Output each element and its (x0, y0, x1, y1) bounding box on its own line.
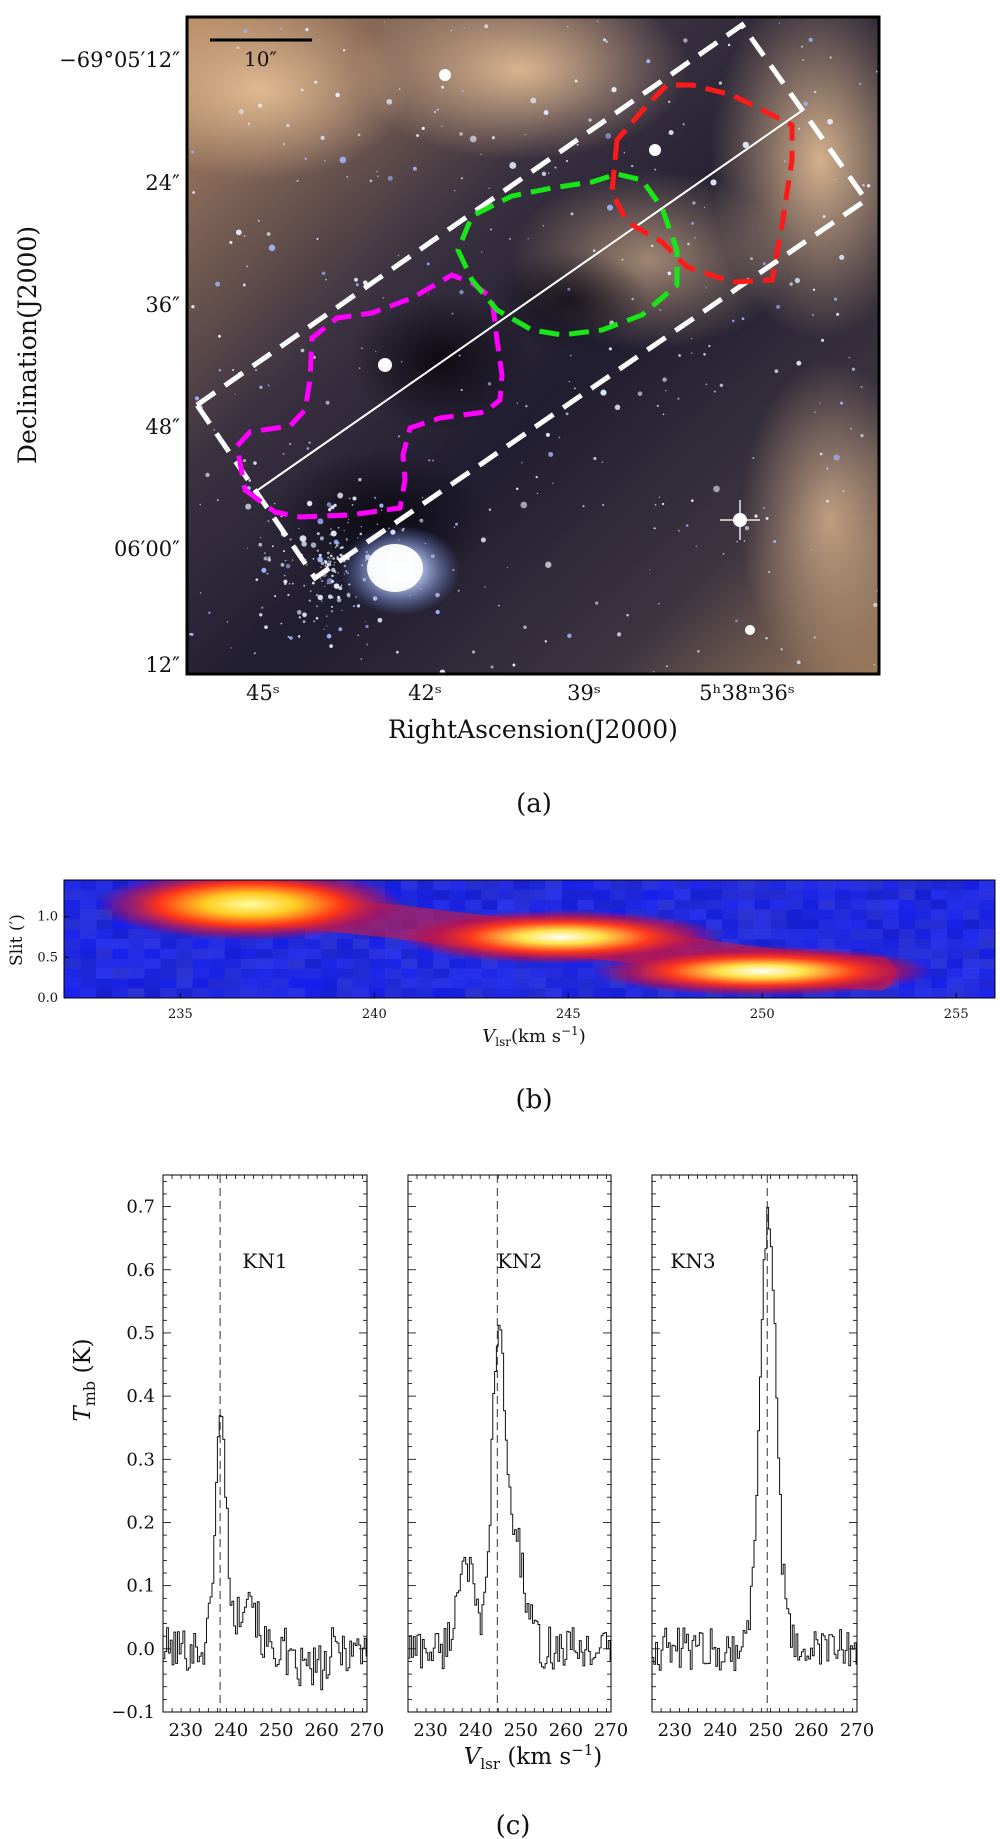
x-tick-label: 240 (703, 1720, 737, 1741)
y-tick-label: 0.5 (37, 950, 58, 965)
panel-b: 235 240 245 250 255 0.0 0.5 1.0 Slit (′) Vlsr(k… (7, 879, 996, 1115)
x-tick-label: 235 (168, 1007, 193, 1022)
ra-tick-label: 42ˢ (408, 681, 442, 705)
panel-a-ylabel: Declination(J2000) (13, 226, 42, 464)
dec-tick-label: 48″ (145, 415, 180, 439)
y-tick-label: −0.1 (111, 1702, 155, 1723)
panel-a-caption: (a) (516, 789, 552, 819)
ra-axis: 45ˢ 42ˢ 39ˢ 5ʰ38ᵐ36ˢ (246, 681, 795, 705)
x-tick-label: 230 (168, 1720, 202, 1741)
ra-tick-label: 5ʰ38ᵐ36ˢ (699, 681, 795, 705)
panel-b-ylabel: Slit (′) (7, 914, 27, 966)
heatmap-frame (63, 879, 996, 999)
x-tick-label: 245 (556, 1007, 581, 1022)
y-tick-label: 0.2 (126, 1512, 155, 1533)
x-tick-label: 270 (840, 1720, 874, 1741)
x-tick-label: 240 (214, 1720, 248, 1741)
pv-heatmap (64, 880, 995, 998)
star-field (189, 18, 879, 674)
x-tick-label: 250 (750, 1007, 775, 1022)
panel-a-xlabel: RightAscension(J2000) (388, 715, 678, 744)
series-label: KN1 (242, 1249, 287, 1273)
x-tick-label: 230 (658, 1720, 692, 1741)
x-tick-label: 240 (458, 1720, 492, 1741)
y-tick-label: 0.0 (37, 991, 58, 1006)
heatmap-blob (591, 946, 933, 997)
x-tick-label: 240 (362, 1007, 387, 1022)
x-tick-label: 255 (944, 1007, 969, 1022)
spectra-panels: 230 240 250 260 270 −0.1 0.0 0.1 0.2 0.3 0.4 0.5 0.6… (111, 1174, 874, 1741)
dec-tick-label: 12″ (145, 653, 180, 677)
panel-c-ylabel: Tmb (K) (70, 1338, 99, 1421)
axes-frame (651, 1174, 858, 1713)
region-kn2 (455, 171, 680, 338)
heatmap-ticks: 235 240 245 250 255 0.0 0.5 1.0 (37, 910, 968, 1022)
y-tick-label: 0.1 (126, 1576, 155, 1597)
image-frame (185, 15, 881, 676)
slit-centerline (254, 109, 804, 493)
x-tick-label: 270 (350, 1720, 384, 1741)
panel-c-xlabel: Vlsr (km s−1) (464, 1741, 603, 1773)
series-label: KN3 (670, 1249, 715, 1273)
scale-bar-label: 10″ (244, 47, 277, 71)
y-tick-label: 0.7 (126, 1197, 155, 1218)
panel-b-xlabel: Vlsr(km s−1) (482, 1024, 585, 1049)
x-tick-label: 250 (749, 1720, 783, 1741)
slit-box (193, 21, 870, 582)
dec-tick-label: 24″ (145, 171, 180, 195)
panel-c-caption: (c) (496, 1811, 531, 1839)
x-tick-label: 260 (794, 1720, 828, 1741)
axes-frame (407, 1174, 612, 1713)
panel-b-caption: (b) (516, 1085, 553, 1115)
dec-tick-label: −69°05′12″ (59, 48, 180, 72)
y-tick-label: 0.0 (126, 1639, 155, 1660)
spectrum-line (652, 1206, 857, 1671)
x-tick-label: 260 (549, 1720, 583, 1741)
astronomical-image: 10″ (187, 17, 879, 674)
series-label: KN2 (497, 1249, 542, 1273)
spectrum-line (408, 1324, 611, 1670)
y-tick-label: 0.5 (126, 1323, 155, 1344)
spectrum-panel-kn1: 230 240 250 260 270 −0.1 0.0 0.1 0.2 0.3 0.4 0.5 0.6… (111, 1174, 384, 1741)
axes-frame (162, 1174, 368, 1713)
spectrum-panel-kn2: 230 240 250 260 270 KN2 (407, 1174, 628, 1741)
y-tick-label: 0.4 (126, 1386, 155, 1407)
panel-c: 230 240 250 260 270 −0.1 0.0 0.1 0.2 0.3 0.4 0.5 0.6… (70, 1174, 874, 1839)
x-tick-label: 250 (259, 1720, 293, 1741)
spectrum-line (163, 1415, 367, 1691)
spectrum-panel-kn3: 230 240 250 260 270 KN3 (651, 1174, 874, 1741)
ra-tick-label: 45ˢ (246, 681, 280, 705)
region-kn3 (609, 82, 795, 285)
dec-tick-label: 36″ (145, 293, 180, 317)
panel-a: 10″ −69°05′12″ 24″ 36″ 48″ 06′00″ 12″ De… (13, 15, 881, 819)
x-tick-label: 270 (594, 1720, 628, 1741)
dec-tick-label: 06′00″ (114, 537, 180, 561)
y-tick-label: 1.0 (37, 910, 58, 925)
dec-axis: −69°05′12″ 24″ 36″ 48″ 06′00″ 12″ (59, 48, 180, 677)
ra-tick-label: 39ˢ (567, 681, 601, 705)
heatmap-blob (96, 880, 404, 941)
x-tick-label: 260 (304, 1720, 338, 1741)
x-tick-label: 250 (504, 1720, 538, 1741)
region-kn1 (234, 272, 505, 520)
heatmap-blob (398, 910, 723, 964)
x-tick-label: 230 (413, 1720, 447, 1741)
y-tick-label: 0.3 (126, 1449, 155, 1470)
y-tick-label: 0.6 (126, 1260, 155, 1281)
